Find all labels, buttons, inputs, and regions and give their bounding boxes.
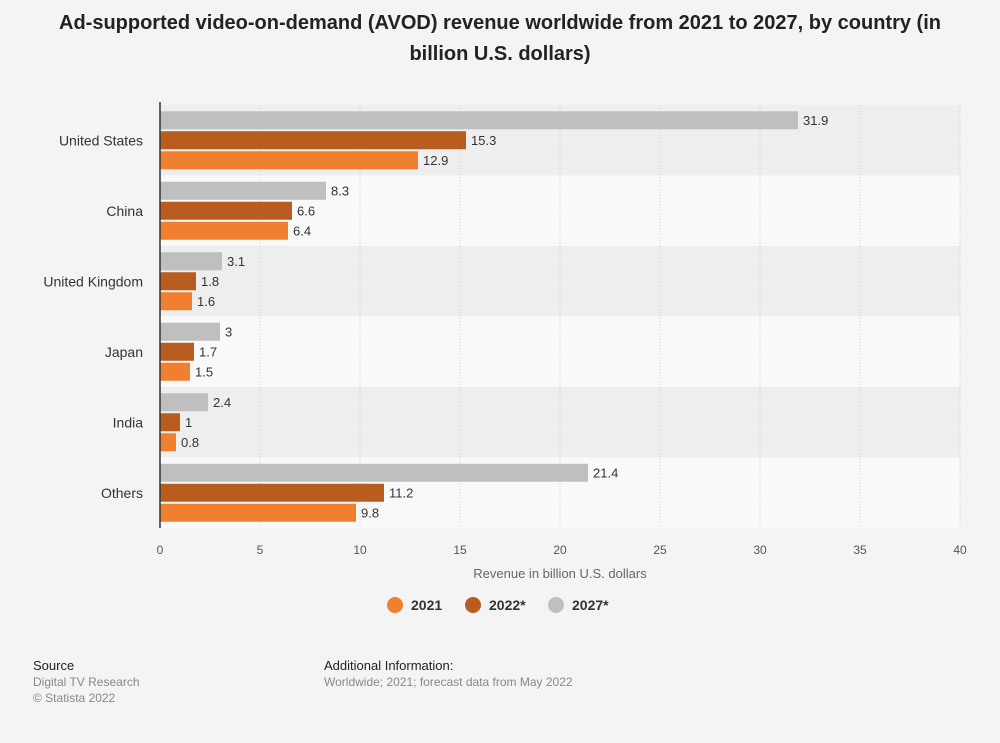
bar-others-2027 [160,463,588,482]
data-label-united-kingdom-2022: 1.8 [201,274,219,289]
data-label-china-2027: 8.3 [331,183,349,198]
data-label-china-2021: 6.4 [293,223,311,238]
bar-china-2027 [160,181,326,200]
legend-label-2022: 2022* [489,597,526,613]
category-band-united-kingdom [160,246,960,317]
bar-united-kingdom-2021 [160,292,192,311]
data-label-japan-2027: 3 [225,324,232,339]
legend-marker-2021 [387,597,403,613]
data-label-china-2022: 6.6 [297,203,315,218]
data-label-united-states-2021: 12.9 [423,153,448,168]
bar-united-states-2022 [160,131,466,150]
category-label-japan: Japan [105,344,143,360]
data-label-united-kingdom-2027: 3.1 [227,254,245,269]
bar-others-2021 [160,503,356,522]
data-label-india-2027: 2.4 [213,395,231,410]
category-label-united-states: United States [59,132,143,148]
additional-info-text: Worldwide; 2021; forecast data from May … [324,675,573,689]
data-label-others-2022: 11.2 [389,485,413,500]
bar-india-2027 [160,393,208,412]
x-tick-label-25: 25 [653,543,667,557]
x-tick-label-30: 30 [753,543,767,557]
legend-marker-2027 [548,597,564,613]
bar-united-kingdom-2027 [160,252,222,271]
legend-label-2021: 2021 [411,597,442,613]
source-name: Digital TV Research [33,675,140,689]
chart-title: Ad-supported video-on-demand (AVOD) reve… [59,12,941,65]
bar-japan-2022 [160,342,194,361]
x-tick-label-15: 15 [453,543,467,557]
bar-japan-2021 [160,362,190,381]
x-tick-label-10: 10 [353,543,367,557]
x-axis-title: Revenue in billion U.S. dollars [473,566,647,581]
data-label-others-2021: 9.8 [361,505,379,520]
x-tick-label-20: 20 [553,543,567,557]
category-band-india [160,387,960,458]
additional-info-heading: Additional Information: [324,658,454,673]
data-label-others-2027: 21.4 [593,465,618,480]
data-label-united-states-2022: 15.3 [471,133,496,148]
bar-china-2021 [160,221,288,240]
x-tick-label-35: 35 [853,543,867,557]
data-label-united-kingdom-2021: 1.6 [197,294,215,309]
category-label-others: Others [101,485,143,501]
data-label-india-2022: 1 [185,415,192,430]
bar-chart: 31.9 15.3 12.9 United States 8.3 6.6 6.4 China 3… [43,102,967,613]
bar-others-2022 [160,483,384,502]
source-block: Source Digital TV Research © Statista 20… [33,658,140,706]
bar-india-2022 [160,413,180,432]
data-label-india-2021: 0.8 [181,435,199,450]
bar-united-states-2027 [160,111,798,130]
bar-china-2022 [160,201,292,220]
data-label-united-states-2027: 31.9 [803,113,828,128]
bar-united-states-2021 [160,151,418,170]
category-label-china: China [106,203,143,219]
x-tick-label-40: 40 [953,543,967,557]
legend-label-2027: 2027* [572,597,609,613]
source-heading: Source [33,658,75,673]
data-label-japan-2022: 1.7 [199,344,217,359]
bar-india-2021 [160,433,176,452]
bar-united-kingdom-2022 [160,272,196,291]
x-tick-label-5: 5 [257,543,264,557]
category-label-united-kingdom: United Kingdom [43,273,143,289]
legend-marker-2022 [465,597,481,613]
additional-info-block: Additional Information: Worldwide; 2021;… [324,658,573,690]
data-label-japan-2021: 1.5 [195,364,213,379]
x-tick-label-0: 0 [157,543,164,557]
category-label-india: India [113,414,144,430]
bar-japan-2027 [160,322,220,341]
copyright: © Statista 2022 [33,691,116,705]
